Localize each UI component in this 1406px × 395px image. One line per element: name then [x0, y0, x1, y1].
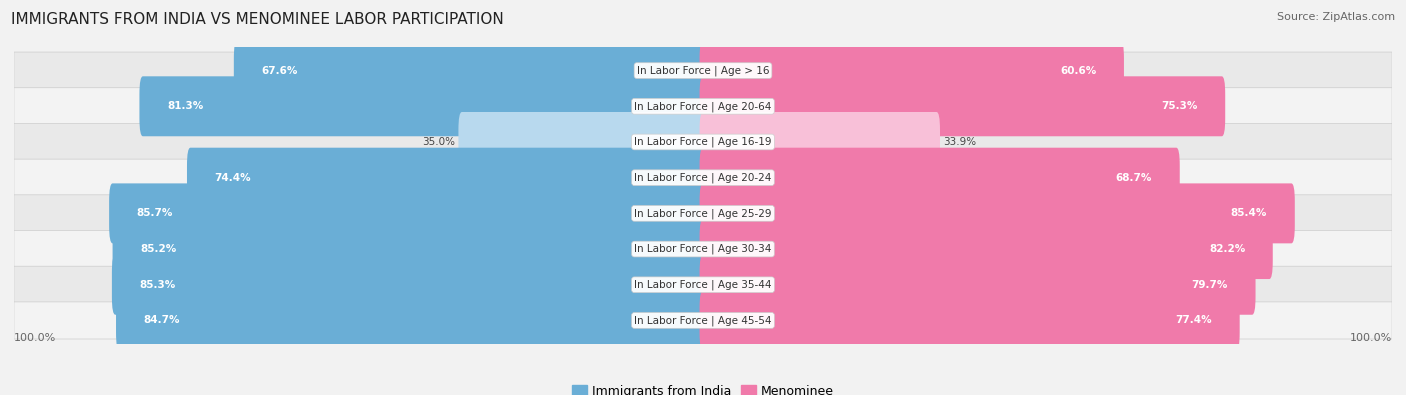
Text: In Labor Force | Age 30-34: In Labor Force | Age 30-34 [634, 244, 772, 254]
Text: 75.3%: 75.3% [1161, 101, 1198, 111]
FancyBboxPatch shape [14, 159, 1392, 196]
Text: 85.2%: 85.2% [141, 244, 176, 254]
Text: In Labor Force | Age > 16: In Labor Force | Age > 16 [637, 65, 769, 76]
Text: 85.4%: 85.4% [1230, 209, 1267, 218]
FancyBboxPatch shape [700, 41, 1123, 101]
Text: In Labor Force | Age 35-44: In Labor Force | Age 35-44 [634, 280, 772, 290]
FancyBboxPatch shape [14, 52, 1392, 89]
Text: In Labor Force | Age 20-24: In Labor Force | Age 20-24 [634, 173, 772, 183]
Text: 77.4%: 77.4% [1175, 316, 1212, 325]
Text: 33.9%: 33.9% [943, 137, 977, 147]
FancyBboxPatch shape [700, 290, 1240, 350]
FancyBboxPatch shape [700, 148, 1180, 208]
Text: 85.7%: 85.7% [136, 209, 173, 218]
FancyBboxPatch shape [14, 123, 1392, 160]
FancyBboxPatch shape [700, 183, 1295, 243]
FancyBboxPatch shape [117, 290, 706, 350]
Text: In Labor Force | Age 20-64: In Labor Force | Age 20-64 [634, 101, 772, 111]
FancyBboxPatch shape [458, 112, 706, 172]
FancyBboxPatch shape [233, 41, 706, 101]
Text: In Labor Force | Age 16-19: In Labor Force | Age 16-19 [634, 137, 772, 147]
Legend: Immigrants from India, Menominee: Immigrants from India, Menominee [567, 380, 839, 395]
FancyBboxPatch shape [14, 88, 1392, 125]
Text: 82.2%: 82.2% [1209, 244, 1246, 254]
FancyBboxPatch shape [139, 76, 706, 136]
Text: 79.7%: 79.7% [1192, 280, 1227, 290]
FancyBboxPatch shape [187, 148, 706, 208]
Text: 60.6%: 60.6% [1060, 66, 1097, 75]
Text: 74.4%: 74.4% [215, 173, 252, 182]
Text: 84.7%: 84.7% [143, 316, 180, 325]
FancyBboxPatch shape [700, 255, 1256, 315]
FancyBboxPatch shape [14, 266, 1392, 303]
Text: 35.0%: 35.0% [422, 137, 456, 147]
FancyBboxPatch shape [110, 183, 706, 243]
FancyBboxPatch shape [700, 219, 1272, 279]
Text: IMMIGRANTS FROM INDIA VS MENOMINEE LABOR PARTICIPATION: IMMIGRANTS FROM INDIA VS MENOMINEE LABOR… [11, 12, 503, 27]
FancyBboxPatch shape [14, 302, 1392, 339]
FancyBboxPatch shape [700, 76, 1225, 136]
Text: 68.7%: 68.7% [1116, 173, 1152, 182]
Text: 100.0%: 100.0% [1350, 333, 1392, 342]
FancyBboxPatch shape [14, 195, 1392, 232]
Text: 67.6%: 67.6% [262, 66, 298, 75]
Text: In Labor Force | Age 45-54: In Labor Force | Age 45-54 [634, 315, 772, 326]
FancyBboxPatch shape [112, 219, 706, 279]
FancyBboxPatch shape [700, 112, 941, 172]
Text: Source: ZipAtlas.com: Source: ZipAtlas.com [1277, 12, 1395, 22]
Text: 100.0%: 100.0% [14, 333, 56, 342]
FancyBboxPatch shape [112, 255, 706, 315]
Text: 85.3%: 85.3% [139, 280, 176, 290]
FancyBboxPatch shape [14, 231, 1392, 268]
Text: In Labor Force | Age 25-29: In Labor Force | Age 25-29 [634, 208, 772, 218]
Text: 81.3%: 81.3% [167, 101, 204, 111]
